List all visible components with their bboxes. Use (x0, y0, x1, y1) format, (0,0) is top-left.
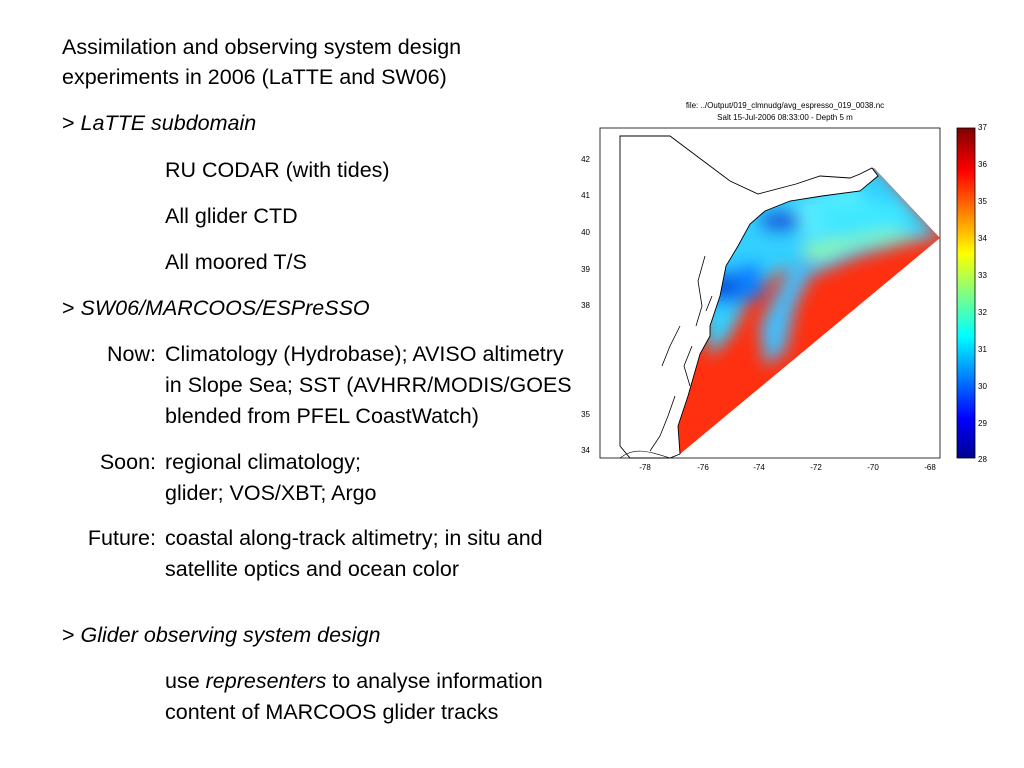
now-label: Now: (107, 342, 156, 366)
lon-tick: -70 (867, 463, 879, 472)
section-heading-text: SW06/MARCOOS/ESPreSSO (80, 296, 370, 320)
colorbar-tick: 35 (978, 197, 987, 206)
lon-tick: -76 (697, 463, 709, 472)
lat-tick: 40 (581, 228, 590, 237)
now-line-1: Climatology (Hydrobase); AVISO altimetry (165, 342, 564, 366)
title-line-2: experiments in 2006 (LaTTE and SW06) (62, 65, 447, 89)
section-heading-text: Glider observing system design (80, 623, 381, 647)
section-latte-heading: > LaTTE subdomain (62, 108, 256, 139)
representers-emphasis: representers (205, 669, 327, 693)
colorbar-tick: 37 (978, 123, 987, 132)
lon-tick: -78 (639, 463, 651, 472)
boundary-curve (619, 450, 671, 459)
lon-tick: -74 (753, 463, 765, 472)
now-line-2: in Slope Sea; SST (AVHRR/MODIS/GOES (165, 373, 572, 397)
bullet-marker: > (62, 296, 81, 320)
colorbar-tick: 30 (978, 382, 987, 391)
future-line-1: coastal along-track altimetry; in situ a… (165, 526, 543, 550)
lat-tick: 38 (581, 301, 590, 310)
latte-item-1: RU CODAR (with tides) (165, 158, 390, 182)
future-line-2: satellite optics and ocean color (165, 557, 460, 581)
now-line-3: blended from PFEL CoastWatch) (165, 404, 479, 428)
bullet-marker: > (62, 623, 81, 647)
glider-line-1: use representers to analyse information (165, 666, 543, 697)
colorbar-tick: 29 (978, 419, 987, 428)
lat-tick: 41 (581, 191, 590, 200)
colorbar-tick: 36 (978, 160, 987, 169)
lat-tick: 35 (581, 410, 590, 419)
latitude-tick-labels: 42 41 40 39 38 35 34 (581, 155, 590, 455)
section-sw06-heading: > SW06/MARCOOS/ESPreSSO (62, 293, 370, 324)
section-heading-text: LaTTE subdomain (80, 111, 257, 135)
latte-item-2: All glider CTD (165, 204, 298, 228)
section-glider-heading: > Glider observing system design (62, 620, 380, 651)
coastline (619, 135, 879, 459)
salinity-colorbar (956, 127, 976, 459)
colorbar-tick: 28 (978, 455, 987, 464)
lon-tick: -68 (924, 463, 936, 472)
colorbar-tick: 32 (978, 308, 987, 317)
soon-line-2: glider; VOS/XBT; Argo (165, 481, 377, 505)
glider-line-2: content of MARCOOS glider tracks (165, 700, 499, 724)
text-fragment: use (165, 669, 206, 693)
future-label: Future: (87, 526, 156, 550)
soon-label: Soon: (99, 450, 156, 474)
figure-file-caption: file: ../Output/019_clmnudg/avg_espresso… (686, 101, 884, 110)
bullet-marker: > (62, 111, 81, 135)
bay-outlines (649, 255, 713, 452)
figure-date-caption: Salt 15-Jul-2006 08:33:00 - Depth 5 m (717, 113, 853, 122)
colorbar-tick: 34 (978, 234, 987, 243)
colorbar-tick: 31 (978, 345, 987, 354)
latte-item-3: All moored T/S (165, 250, 307, 274)
lat-tick: 34 (581, 446, 590, 455)
lon-tick: -72 (810, 463, 822, 472)
title-line-1: Assimilation and observing system design (62, 35, 462, 59)
soon-line-1: regional climatology; (165, 450, 361, 474)
colorbar-tick: 33 (978, 271, 987, 280)
lat-tick: 42 (581, 155, 590, 164)
text-fragment: to analyse information (326, 669, 543, 693)
longitude-tick-labels: -78 -76 -74 -72 -70 -68 (639, 463, 936, 472)
colorbar-tick-labels: 37 36 35 34 33 32 31 30 29 28 (978, 123, 987, 464)
salinity-map-figure: file: ../Output/019_clmnudg/avg_espresso… (581, 101, 987, 472)
lat-tick: 39 (581, 265, 590, 274)
